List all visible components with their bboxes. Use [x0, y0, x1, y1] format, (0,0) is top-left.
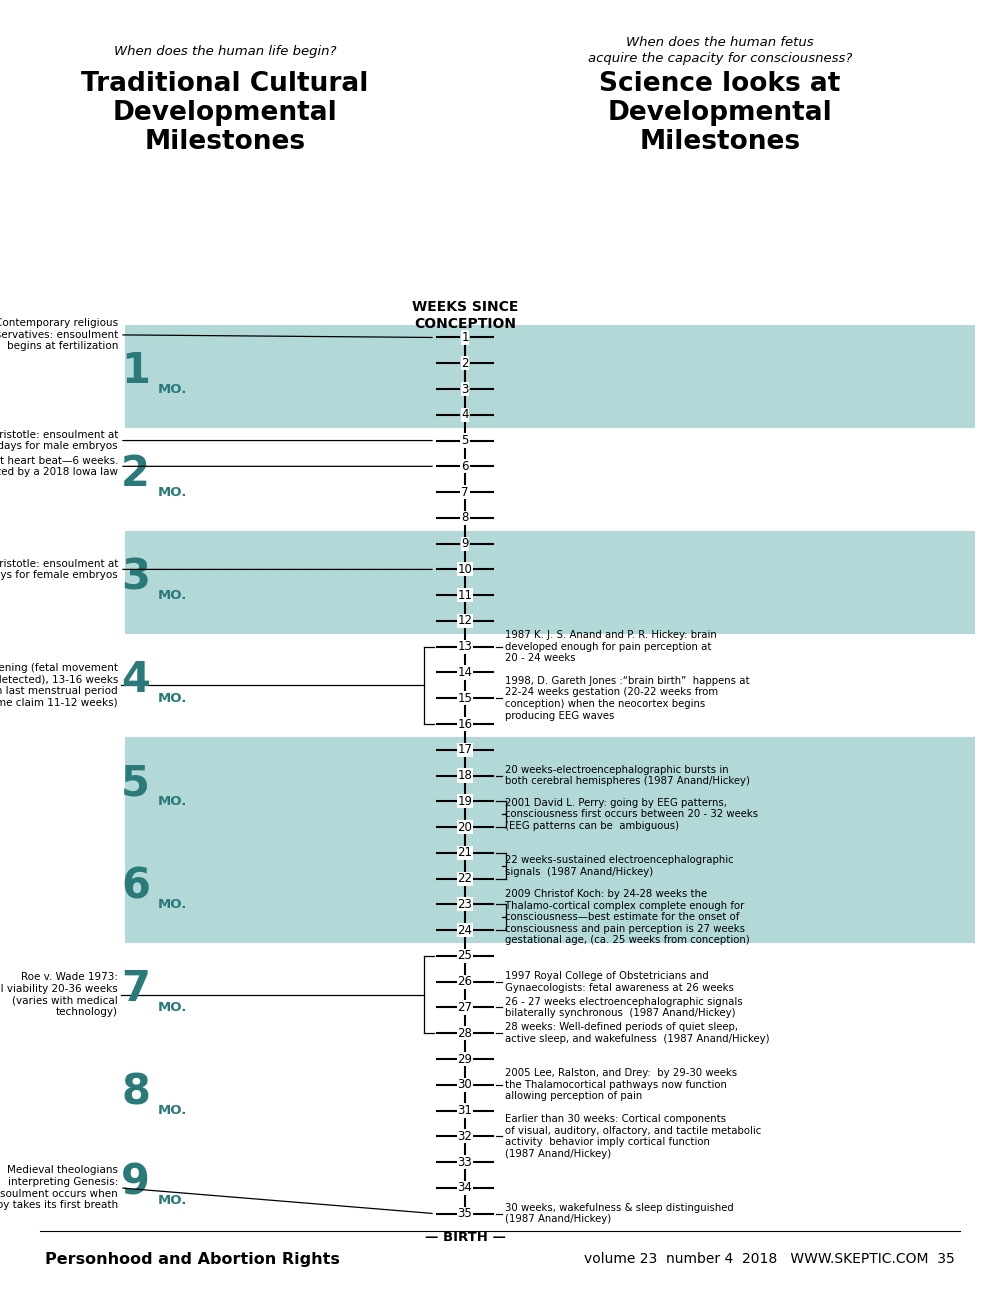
Text: Roe v. Wade 1973:
fetal viability 20-36 weeks
(varies with medical
technology): Roe v. Wade 1973: fetal viability 20-36 …	[0, 972, 118, 1018]
Text: 13: 13	[458, 640, 472, 653]
Text: 2: 2	[461, 357, 469, 370]
Text: 1998, D. Gareth Jones :“brain birth”  happens at
22-24 weeks gestation (20-22 we: 1998, D. Gareth Jones :“brain birth” hap…	[505, 676, 750, 720]
Text: Aristotle: ensoulment at
90 days for female embryos: Aristotle: ensoulment at 90 days for fem…	[0, 558, 118, 580]
Text: 6: 6	[121, 866, 150, 907]
Text: 2009 Christof Koch: by 24-28 weeks the
Thalamo-cortical complex complete enough : 2009 Christof Koch: by 24-28 weeks the T…	[505, 889, 750, 945]
Text: 2001 David L. Perry: going by EEG patterns,
consciousness first occurs between 2: 2001 David L. Perry: going by EEG patter…	[505, 797, 758, 831]
Text: 26: 26	[458, 975, 473, 988]
Text: MO.: MO.	[158, 383, 187, 396]
Text: 17: 17	[458, 744, 473, 757]
Text: 22 weeks-sustained electroencephalographic
signals  (1987 Anand/Hickey): 22 weeks-sustained electroencephalograph…	[505, 855, 734, 876]
Text: 34: 34	[458, 1181, 472, 1194]
Text: Traditional Cultural
Developmental
Milestones: Traditional Cultural Developmental Miles…	[81, 71, 369, 156]
Bar	[125, 840, 975, 944]
Text: 7: 7	[121, 968, 150, 1010]
Text: 33: 33	[458, 1155, 472, 1168]
Text: Aristotle: ensoulment at
40 days for male embryos: Aristotle: ensoulment at 40 days for mal…	[0, 430, 118, 452]
Text: 4: 4	[121, 659, 150, 701]
Text: 18: 18	[458, 768, 472, 783]
Text: 1987 K. J. S. Anand and P. R. Hickey: brain
developed enough for pain perception: 1987 K. J. S. Anand and P. R. Hickey: br…	[505, 630, 717, 663]
Text: 23: 23	[458, 898, 472, 911]
Text: 30: 30	[458, 1079, 472, 1092]
Text: MO.: MO.	[158, 1194, 187, 1207]
Text: 20: 20	[458, 820, 472, 833]
Text: 1: 1	[461, 331, 469, 344]
Text: 12: 12	[458, 614, 473, 627]
Text: Personhood and Abortion Rights: Personhood and Abortion Rights	[45, 1251, 340, 1267]
Text: 5: 5	[121, 762, 150, 805]
Text: When does the human fetus
acquire the capacity for consciousness?: When does the human fetus acquire the ca…	[588, 36, 852, 65]
Text: MO.: MO.	[158, 794, 187, 807]
Text: 26 - 27 weeks electroencephalographic signals
bilaterally synchronous  (1987 Ana: 26 - 27 weeks electroencephalographic si…	[505, 997, 743, 1018]
Text: 2005 Lee, Ralston, and Drey:  by 29-30 weeks
the Thalamocortical pathways now fu: 2005 Lee, Ralston, and Drey: by 29-30 we…	[505, 1068, 737, 1102]
Text: 1997 Royal College of Obstetricians and
Gynaecologists: fetal awareness at 26 we: 1997 Royal College of Obstetricians and …	[505, 971, 734, 993]
Text: 8: 8	[121, 1071, 150, 1114]
Text: WEEKS SINCE
CONCEPTION: WEEKS SINCE CONCEPTION	[412, 300, 518, 331]
Text: MO.: MO.	[158, 485, 187, 498]
Text: 3: 3	[121, 556, 150, 598]
Text: — BIRTH —: — BIRTH —	[425, 1231, 505, 1243]
Text: MO.: MO.	[158, 692, 187, 705]
Text: MO.: MO.	[158, 1105, 187, 1118]
Text: Medieval theologians
interpreting Genesis:
ensoulment occurs when
a baby takes i: Medieval theologians interpreting Genesi…	[0, 1166, 118, 1210]
Text: MO.: MO.	[158, 1001, 187, 1014]
Text: MO.: MO.	[158, 589, 187, 602]
Text: 14: 14	[458, 666, 473, 679]
Text: 21: 21	[458, 846, 473, 859]
Text: 29: 29	[458, 1053, 473, 1066]
Text: 31: 31	[458, 1105, 472, 1118]
Text: 5: 5	[461, 434, 469, 447]
Text: 22: 22	[458, 872, 473, 885]
Text: 2: 2	[121, 453, 150, 495]
Bar	[125, 531, 975, 633]
Text: 9: 9	[121, 1162, 150, 1203]
Text: 25: 25	[458, 949, 472, 962]
Text: When does the human life begin?: When does the human life begin?	[114, 45, 336, 58]
Text: 1: 1	[121, 350, 150, 392]
Bar	[125, 737, 975, 840]
Text: 24: 24	[458, 924, 473, 937]
Text: Science looks at
Developmental
Milestones: Science looks at Developmental Milestone…	[599, 71, 841, 156]
Text: 10: 10	[458, 563, 472, 576]
Text: 7: 7	[461, 485, 469, 498]
Text: 20 weeks-electroencephalographic bursts in
both cerebral hemispheres (1987 Anand: 20 weeks-electroencephalographic bursts …	[505, 765, 750, 787]
Text: Quickening (fetal movement
detected), 13-16 weeks
from last menstrual period
(So: Quickening (fetal movement detected), 13…	[0, 663, 118, 707]
Text: First heart beat—6 weeks.
Formalized by a 2018 Iowa law: First heart beat—6 weeks. Formalized by …	[0, 456, 118, 478]
Text: volume 23  number 4  2018   WWW.SKEPTIC.COM  35: volume 23 number 4 2018 WWW.SKEPTIC.COM …	[584, 1253, 955, 1266]
Text: MO.: MO.	[158, 898, 187, 911]
Text: 6: 6	[461, 459, 469, 472]
Text: 11: 11	[458, 589, 473, 602]
Text: 3: 3	[461, 383, 469, 396]
Text: 28 weeks: Well-defined periods of quiet sleep,
active sleep, and wakefulness  (1: 28 weeks: Well-defined periods of quiet …	[505, 1023, 770, 1044]
Text: 16: 16	[458, 718, 473, 731]
Text: 32: 32	[458, 1129, 472, 1142]
Bar	[125, 324, 975, 427]
Text: 4: 4	[461, 409, 469, 422]
Text: 15: 15	[458, 692, 472, 705]
Text: Contemporary religious
conservatives: ensoulment
begins at fertilization: Contemporary religious conservatives: en…	[0, 318, 118, 352]
Text: 8: 8	[461, 511, 469, 524]
Text: 19: 19	[458, 794, 473, 807]
Text: 28: 28	[458, 1027, 472, 1040]
Text: 27: 27	[458, 1001, 473, 1014]
Text: 9: 9	[461, 537, 469, 550]
Text: Earlier than 30 weeks: Cortical components
of visual, auditory, olfactory, and t: Earlier than 30 weeks: Cortical componen…	[505, 1114, 761, 1159]
Text: 30 weeks, wakefulness & sleep distinguished
(1987 Anand/Hickey): 30 weeks, wakefulness & sleep distinguis…	[505, 1203, 734, 1224]
Text: 35: 35	[458, 1207, 472, 1220]
